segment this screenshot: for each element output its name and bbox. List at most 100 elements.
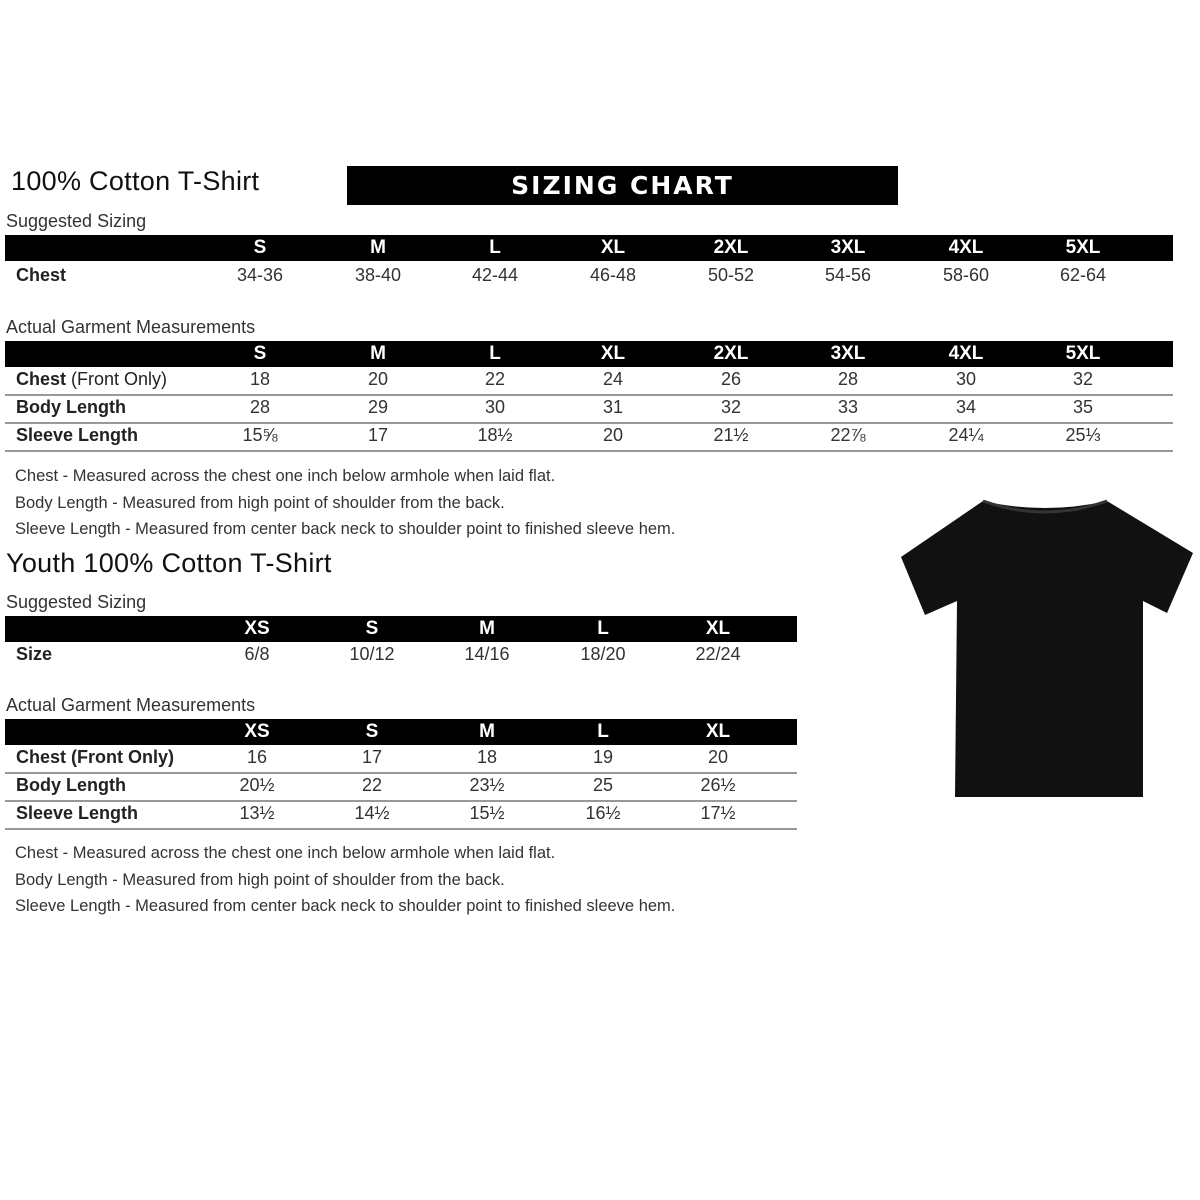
table-cell: 20: [602, 425, 624, 445]
table-cell: 25: [592, 775, 614, 795]
row-label-text: Chest: [16, 265, 67, 285]
note-line: Chest - Measured across the chest one in…: [15, 844, 556, 862]
size-header: S: [365, 618, 379, 639]
table-cell: 18: [476, 747, 498, 767]
table-cell: 58-60: [942, 265, 990, 285]
table-cell: 62-64: [1059, 265, 1107, 285]
table-cell: 20: [707, 747, 729, 767]
table-cell: 22: [484, 369, 506, 389]
table-cell: 26½: [700, 775, 736, 795]
row-label-text: Body Length: [16, 397, 126, 417]
table-cell: 32: [720, 397, 742, 417]
table-cell: 18½: [477, 425, 513, 445]
table-row: Chest (Front Only) 16 17 18 19 20: [5, 744, 797, 774]
size-header: M: [370, 343, 386, 364]
size-header: XL: [705, 721, 731, 742]
table-cell: 19: [592, 747, 614, 767]
table-cell: 23½: [469, 775, 505, 795]
size-header: XL: [600, 343, 626, 364]
table-cell: 22: [361, 775, 383, 795]
table-cell: 26: [720, 369, 742, 389]
table-cell: 16½: [585, 803, 621, 823]
size-header: M: [370, 237, 386, 258]
table-cell: 15⅝: [242, 425, 278, 445]
table-cell: 42-44: [471, 265, 519, 285]
table-cell: 22/24: [695, 644, 741, 664]
youth-actual-label: Actual Garment Measurements: [6, 695, 256, 715]
table-cell: 22⅞: [830, 425, 866, 445]
table-cell: 18/20: [580, 644, 626, 664]
size-header: L: [597, 721, 609, 742]
table-row: Sleeve Length 15⅝ 17 18½ 20 21½ 22⅞ 24¼ 25⅓: [5, 422, 1173, 452]
table-cell: 34-36: [236, 265, 284, 285]
header-row: S M L XL 2XL 3XL 4XL 5XL: [5, 235, 1173, 261]
youth-suggested-label: Suggested Sizing: [6, 592, 147, 612]
table-cell: 46-48: [589, 265, 637, 285]
sizing-chart-banner: SIZING CHART: [347, 166, 898, 205]
note-line: Sleeve Length - Measured from center bac…: [15, 520, 676, 538]
adult-title: 100% Cotton T-Shirt: [11, 166, 260, 196]
row-label: Chest: [16, 265, 66, 286]
size-header: S: [253, 237, 267, 258]
table-cell: 28: [837, 369, 859, 389]
size-header: 3XL: [830, 343, 866, 364]
table-cell: 28: [249, 397, 271, 417]
table-cell: 20: [367, 369, 389, 389]
table-cell: 25⅓: [1065, 425, 1101, 445]
table-cell: 10/12: [349, 644, 395, 664]
table-row: Sleeve Length 13½ 14½ 15½ 16½ 17½: [5, 800, 797, 830]
row-label: Sleeve Length: [16, 425, 138, 446]
note-line: Chest - Measured across the chest one in…: [15, 467, 556, 485]
table-cell: 15½: [469, 803, 505, 823]
size-header: L: [597, 618, 609, 639]
table-cell: 17: [361, 747, 383, 767]
note-line: Sleeve Length - Measured from center bac…: [15, 897, 676, 915]
table-cell: 35: [1072, 397, 1094, 417]
row-label: Chest (Front Only): [16, 747, 174, 768]
size-header: XS: [244, 618, 270, 639]
size-header: XL: [600, 237, 626, 258]
row-label-text: Sleeve Length: [16, 425, 139, 445]
table-cell: 13½: [239, 803, 275, 823]
table-row: Chest 34-36 38-40 42-44 46-48 50-52 54-56 58-60…: [5, 262, 1173, 290]
tshirt-image: [901, 499, 1193, 797]
row-label: Body Length: [16, 775, 126, 796]
table-row: Chest (Front Only) 18 20 22 24 26 28 30 32: [5, 366, 1173, 396]
table-cell: 33: [837, 397, 859, 417]
size-header: 4XL: [948, 237, 984, 258]
row-label-text: Chest: [16, 369, 67, 389]
size-header: 3XL: [830, 237, 866, 258]
table-cell: 34: [955, 397, 977, 417]
note-line: Body Length - Measured from high point o…: [15, 493, 505, 512]
table-cell: 30: [955, 369, 977, 389]
size-header: 2XL: [713, 343, 749, 364]
table-cell: 17½: [700, 803, 736, 823]
table-cell: 18: [249, 369, 271, 389]
size-header: XL: [705, 618, 731, 639]
size-header: M: [479, 721, 495, 742]
size-header: S: [253, 343, 267, 364]
header-row: XS S M L XL: [5, 616, 797, 642]
header-row: S M L XL 2XL 3XL 4XL 5XL: [5, 341, 1173, 367]
table-cell: 24¼: [948, 425, 984, 445]
size-header: 4XL: [948, 343, 984, 364]
table-cell: 32: [1072, 369, 1094, 389]
size-header: M: [479, 618, 495, 639]
table-cell: 50-52: [707, 265, 755, 285]
row-label-text: Body Length: [16, 775, 126, 795]
table-cell: 54-56: [824, 265, 872, 285]
row-label: Size: [16, 644, 52, 665]
adult-actual-label: Actual Garment Measurements: [6, 317, 256, 337]
table-cell: 29: [367, 397, 389, 417]
youth-title: Youth 100% Cotton T-Shirt: [6, 548, 332, 578]
table-cell: 16: [246, 747, 268, 767]
size-header: XS: [244, 721, 270, 742]
adult-suggested-label: Suggested Sizing: [6, 211, 147, 231]
row-label-text: Size: [16, 644, 53, 664]
table-cell: 6/8: [244, 644, 270, 664]
size-header: L: [489, 237, 501, 258]
table-row: Body Length 28 29 30 31 32 33 34 35: [5, 394, 1173, 424]
table-cell: 14½: [354, 803, 390, 823]
row-label: Sleeve Length: [16, 803, 138, 824]
table-cell: 31: [602, 397, 624, 417]
